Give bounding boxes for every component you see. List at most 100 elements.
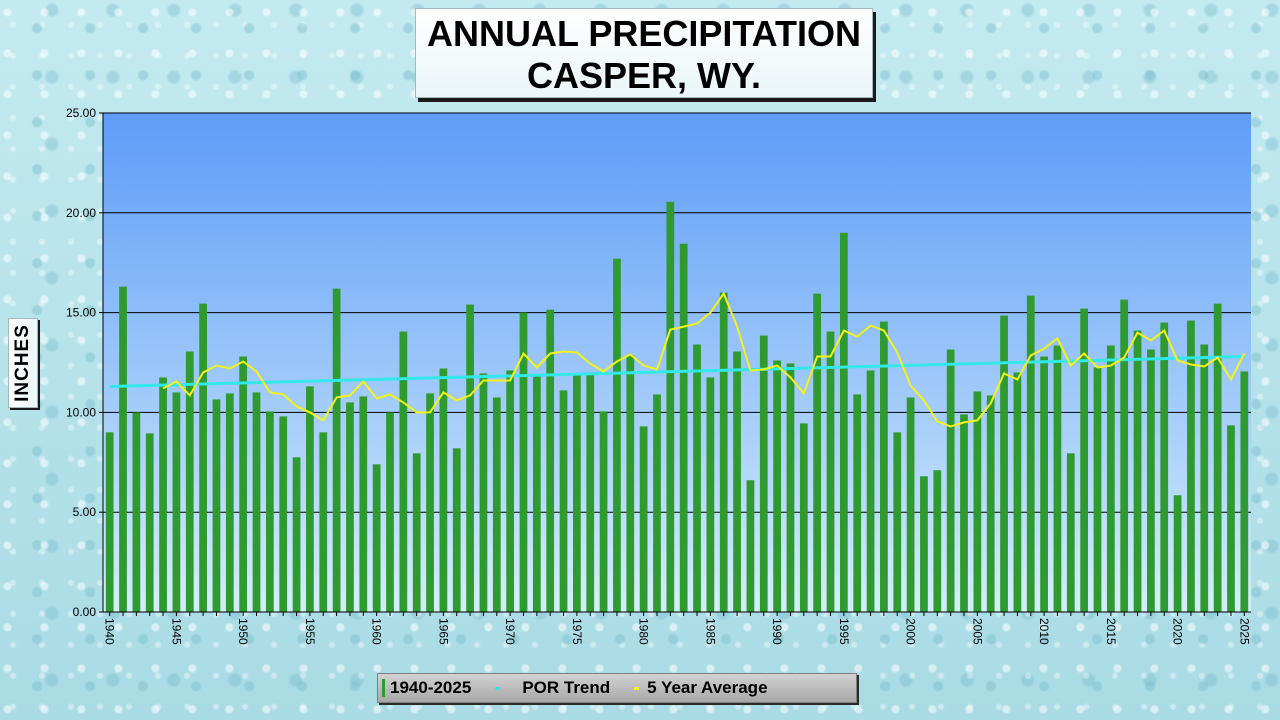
bar [853,394,862,612]
bar [920,476,928,612]
bar [1240,371,1249,612]
bar [1147,349,1155,612]
x-tick-label: 1970 [503,618,517,645]
x-tick-label: 1965 [436,618,450,645]
y-tick-label: 0.00 [73,605,97,619]
legend-item-trend: POR Trend [471,678,610,698]
bar [626,355,635,612]
bar [613,258,621,612]
bar [653,394,661,612]
y-tick-label: 25.00 [66,106,96,120]
bar [279,416,288,612]
y-tick-label: 20.00 [66,206,96,220]
x-tick-label: 1975 [570,618,584,645]
bar [933,470,942,612]
x-tick-label: 1960 [370,618,384,645]
x-tick-label: 2025 [1237,618,1251,645]
legend-avg-swatch [634,686,640,690]
bar [586,374,595,612]
bar [1200,344,1209,612]
x-tick-label: 2010 [1037,618,1051,645]
bar [506,370,515,612]
bar [306,386,314,612]
bar [546,309,555,612]
bar [119,286,127,612]
bar [1040,356,1048,612]
x-tick-label: 2000 [904,618,918,645]
bar [639,426,648,612]
bar [199,303,207,612]
bar [666,201,675,612]
bar [573,375,581,612]
bar [880,321,888,612]
chart-title-line1: ANNUAL PRECIPITATION [426,13,861,54]
legend-item-bars: 1940-2025 [378,678,471,698]
bar [946,349,955,612]
bar [452,448,461,612]
bar [773,360,781,612]
bar [1160,322,1169,612]
x-tick-label: 2005 [970,618,984,645]
por-trend-line [109,355,1245,388]
bar [679,243,688,612]
bar [1080,308,1089,612]
plot-area [103,113,1251,612]
bar [426,393,434,612]
legend-label-trend: POR Trend [522,678,611,697]
bar [1133,330,1142,612]
y-tick-label: 5.00 [73,505,97,519]
five-year-average-line [162,291,1246,428]
y-tick-label: 15.00 [66,306,96,320]
bar [105,432,114,612]
bar [1093,367,1102,612]
bar [799,423,808,612]
bar [386,412,394,612]
chart-title-line2: CASPER, WY. [526,55,762,96]
x-tick-label: 1985 [703,618,717,645]
x-tick-label: 1945 [169,618,183,645]
bar [359,396,368,612]
bar [1213,303,1222,612]
bar [906,397,915,612]
x-tick-label: 1980 [637,618,651,645]
legend-bar-swatch [382,679,385,697]
bar [185,351,194,612]
bar [519,312,528,612]
bar [893,432,902,612]
bar [172,392,181,612]
legend-label-avg: 5 Year Average [647,678,768,697]
bar [1120,299,1129,612]
legend-trend-swatch [495,686,501,690]
bar [439,368,448,612]
x-tick-label: 1950 [236,618,250,645]
bar [332,288,341,612]
line-series [109,291,1246,428]
bar-series [105,201,1249,612]
bar [599,411,608,612]
bar [559,390,568,612]
bar [1173,495,1182,612]
y-axis-title-box: INCHES [8,318,38,408]
x-tick-label: 1990 [770,618,784,645]
axes: 0.00 5.00 10.00 15.00 20.00 25.00 1940 1945 1950… [66,106,1251,645]
chart-title-box: ANNUAL PRECIPITATION CASPER, WY. [415,8,873,98]
x-tick-label: 1955 [303,618,317,645]
bar [1013,372,1022,612]
bar [1000,315,1008,612]
x-tick-label: 1995 [837,618,851,645]
bar [839,232,848,612]
bar [399,331,408,612]
bar [1106,345,1115,612]
bar [159,377,167,612]
bar [1187,320,1195,612]
bar [265,411,274,612]
bar [1227,425,1235,612]
bar [145,433,154,612]
bar [212,399,221,612]
bar [239,356,248,612]
x-tick-label: 2020 [1171,618,1185,645]
bar [719,292,728,612]
bar [372,464,381,612]
bar [1026,295,1035,612]
